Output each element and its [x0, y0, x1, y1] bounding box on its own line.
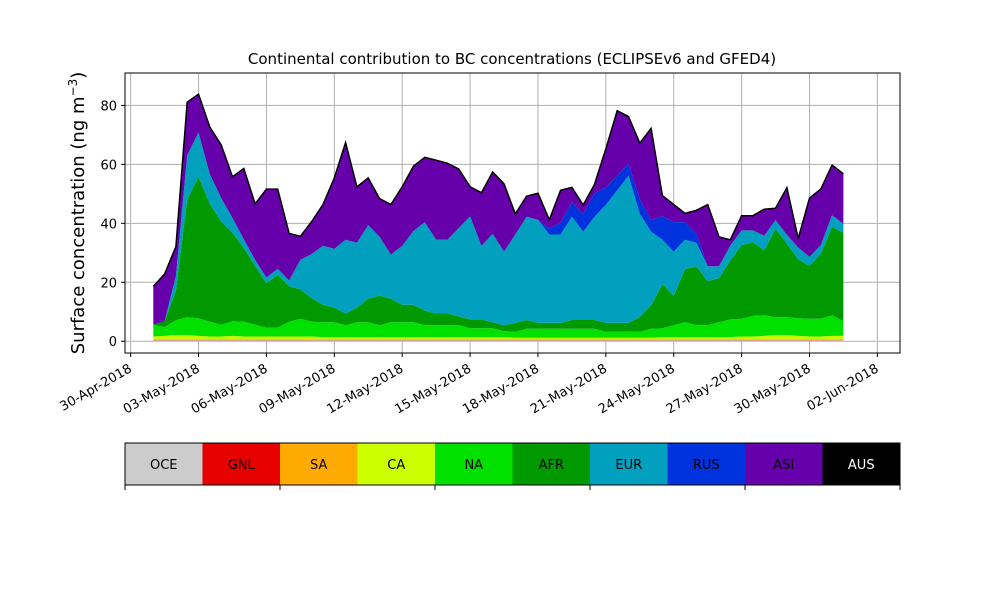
legend-label-asi: ASI [773, 458, 794, 473]
x-tick-label: 02-Jun-2018 [805, 361, 882, 414]
legend-swatch-eur [590, 443, 668, 485]
area-afr [153, 176, 844, 332]
y-axis-label-main: Surface concentration (ng m [68, 96, 89, 354]
y-axis-label-close: ) [68, 72, 89, 79]
legend-swatch-sa [280, 443, 358, 485]
y-axis-label-exponent: −3 [66, 79, 80, 97]
legend-swatch-na [435, 443, 513, 485]
legend-label-eur: EUR [615, 458, 642, 473]
legend-label-afr: AFR [539, 458, 564, 473]
chart-title: Continental contribution to BC concentra… [248, 50, 776, 68]
legend-swatch-rus [667, 443, 745, 485]
legend-label-sa: SA [310, 458, 327, 473]
legend-label-na: NA [464, 458, 483, 473]
area-eur [153, 132, 844, 326]
legend-swatch-gnl [202, 443, 280, 485]
area-na [153, 315, 844, 338]
legend-swatch-afr [512, 443, 590, 485]
legend-label-gnl: GNL [228, 458, 256, 473]
y-axis-ticks: 0 20 40 60 80 [100, 99, 125, 350]
y-tick-label: 40 [100, 217, 117, 232]
legend-label-ca: CA [387, 458, 405, 473]
x-tick-label: 30-May-2018 [732, 361, 814, 417]
area-sa [153, 339, 844, 340]
y-tick-label: 0 [109, 335, 117, 350]
total-concentration-line [152, 93, 844, 287]
legend-swatch-oce [125, 443, 203, 485]
y-axis-label: Surface concentration (ng m−3) [66, 72, 89, 355]
area-asi [153, 94, 844, 325]
area-ca [153, 335, 844, 340]
legend-swatch-ca [357, 443, 435, 485]
y-tick-label: 20 [100, 276, 117, 291]
y-tick-label: 80 [100, 99, 117, 114]
legend-label-oce: OCE [150, 458, 178, 473]
y-tick-label: 60 [100, 158, 117, 173]
color-legend-bar: OCE GNL SA CA NA AFR EUR RUS ASI AUS [124, 442, 901, 490]
plot-frame [124, 72, 901, 354]
area-oce [153, 340, 844, 342]
legend-label-rus: RUS [693, 458, 720, 473]
x-axis-ticks: 30-Apr-201803-May-201806-May-201809-May-… [58, 353, 882, 417]
legend-frame [124, 442, 901, 486]
legend-label-aus: AUS [848, 458, 875, 473]
legend-swatch-asi [745, 443, 823, 485]
stacked-areas [153, 94, 844, 342]
legend-swatch-aus [822, 443, 900, 485]
